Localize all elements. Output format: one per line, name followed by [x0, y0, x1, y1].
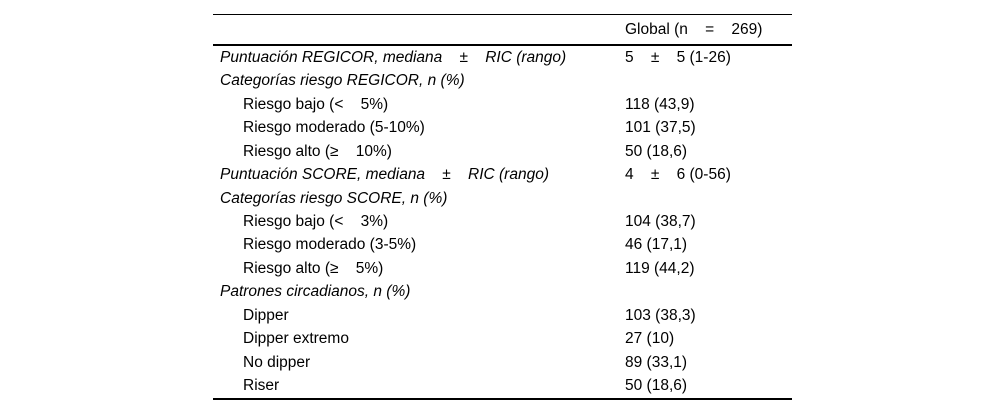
table-row: Riesgo alto (≥ 5%) 119 (44,2) — [213, 257, 792, 280]
row-label: Patrones circadianos, n (%) — [220, 283, 411, 301]
table-row: Patrones circadianos, n (%) — [213, 281, 792, 304]
table-body: Puntuación REGICOR, mediana ± RIC (rango… — [213, 46, 792, 401]
row-label: Riesgo bajo (< 5%) — [243, 95, 389, 113]
row-value: 46 (17,1) — [625, 236, 688, 254]
row-label: No dipper — [243, 353, 311, 371]
row-label: Riesgo alto (≥ 10%) — [243, 142, 392, 160]
row-label: Riesgo moderado (5-10%) — [243, 119, 425, 137]
row-value: 89 (33,1) — [625, 353, 688, 371]
table-row: Riesgo moderado (5-10%) 101 (37,5) — [213, 116, 792, 139]
row-label: Riesgo moderado (3-5%) — [243, 236, 417, 254]
row-value: 118 (43,9) — [625, 95, 695, 113]
table-row: Categorías riesgo SCORE, n (%) — [213, 187, 792, 210]
table-row: Dipper extremo 27 (10) — [213, 328, 792, 351]
table-row: Dipper 103 (38,3) — [213, 304, 792, 327]
row-label: Puntuación REGICOR, mediana ± RIC (rango… — [220, 48, 567, 66]
row-value: 5 ± 5 (1-26) — [625, 48, 731, 66]
table-row: Riser 50 (18,6) — [213, 375, 792, 398]
row-label: Categorías riesgo SCORE, n (%) — [220, 189, 448, 207]
row-label: Dipper — [243, 306, 289, 324]
row-label: Puntuación SCORE, mediana ± RIC (rango) — [220, 166, 549, 184]
table-row: Riesgo alto (≥ 10%) 50 (18,6) — [213, 140, 792, 163]
row-value: 119 (44,2) — [625, 259, 695, 277]
table-header-row: Global (n = 269) — [213, 14, 792, 46]
global-column-header: Global (n = 269) — [625, 20, 763, 38]
row-label: Categorías riesgo REGICOR, n (%) — [220, 72, 465, 90]
row-value: 27 (10) — [625, 330, 675, 348]
table-row: Puntuación REGICOR, mediana ± RIC (rango… — [213, 46, 792, 69]
row-label: Riser — [243, 377, 280, 395]
table-row: Puntuación SCORE, mediana ± RIC (rango) … — [213, 163, 792, 186]
table-row: Riesgo bajo (< 5%) 118 (43,9) — [213, 93, 792, 116]
row-value: 4 ± 6 (0-56) — [625, 166, 731, 184]
risk-score-table: Global (n = 269) Puntuación REGICOR, med… — [213, 14, 792, 401]
row-label: Riesgo alto (≥ 5%) — [243, 259, 384, 277]
row-value: 104 (38,7) — [625, 213, 696, 231]
table-row: Categorías riesgo REGICOR, n (%) — [213, 69, 792, 92]
row-label: Dipper extremo — [243, 330, 349, 348]
row-value: 103 (38,3) — [625, 306, 696, 324]
row-value: 50 (18,6) — [625, 377, 688, 395]
row-label: Riesgo bajo (< 3%) — [243, 213, 389, 231]
table-row: Riesgo bajo (< 3%) 104 (38,7) — [213, 210, 792, 233]
row-value: 101 (37,5) — [625, 119, 696, 137]
table-row: Riesgo moderado (3-5%) 46 (17,1) — [213, 234, 792, 257]
table-row: No dipper 89 (33,1) — [213, 351, 792, 374]
row-value: 50 (18,6) — [625, 142, 688, 160]
